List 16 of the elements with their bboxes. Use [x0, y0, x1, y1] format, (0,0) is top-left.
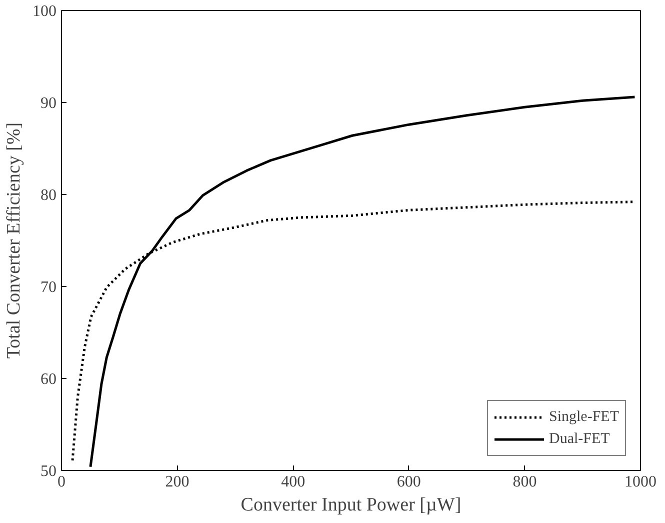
y-tick-label: 50: [40, 463, 56, 480]
y-axis-title: Total Converter Efficiency [%]: [4, 122, 24, 359]
x-tick-label: 0: [58, 474, 66, 490]
x-tick-label: 400: [281, 474, 306, 490]
y-tick-label: 100: [32, 3, 56, 20]
x-tick-label: 1000: [624, 474, 656, 490]
x-tick-label: 800: [512, 474, 537, 490]
y-tick-label: 60: [40, 371, 56, 388]
y-tick-label: 80: [40, 187, 56, 204]
x-tick-label: 600: [396, 474, 421, 490]
x-tick-label: 200: [165, 474, 190, 490]
legend-label: Single-FET: [549, 408, 619, 426]
y-tick-label: 90: [40, 95, 56, 112]
legend-label: Dual-FET: [549, 430, 610, 448]
x-axis-title: Converter Input Power [µW]: [240, 494, 462, 516]
y-tick-label: 70: [40, 279, 56, 296]
